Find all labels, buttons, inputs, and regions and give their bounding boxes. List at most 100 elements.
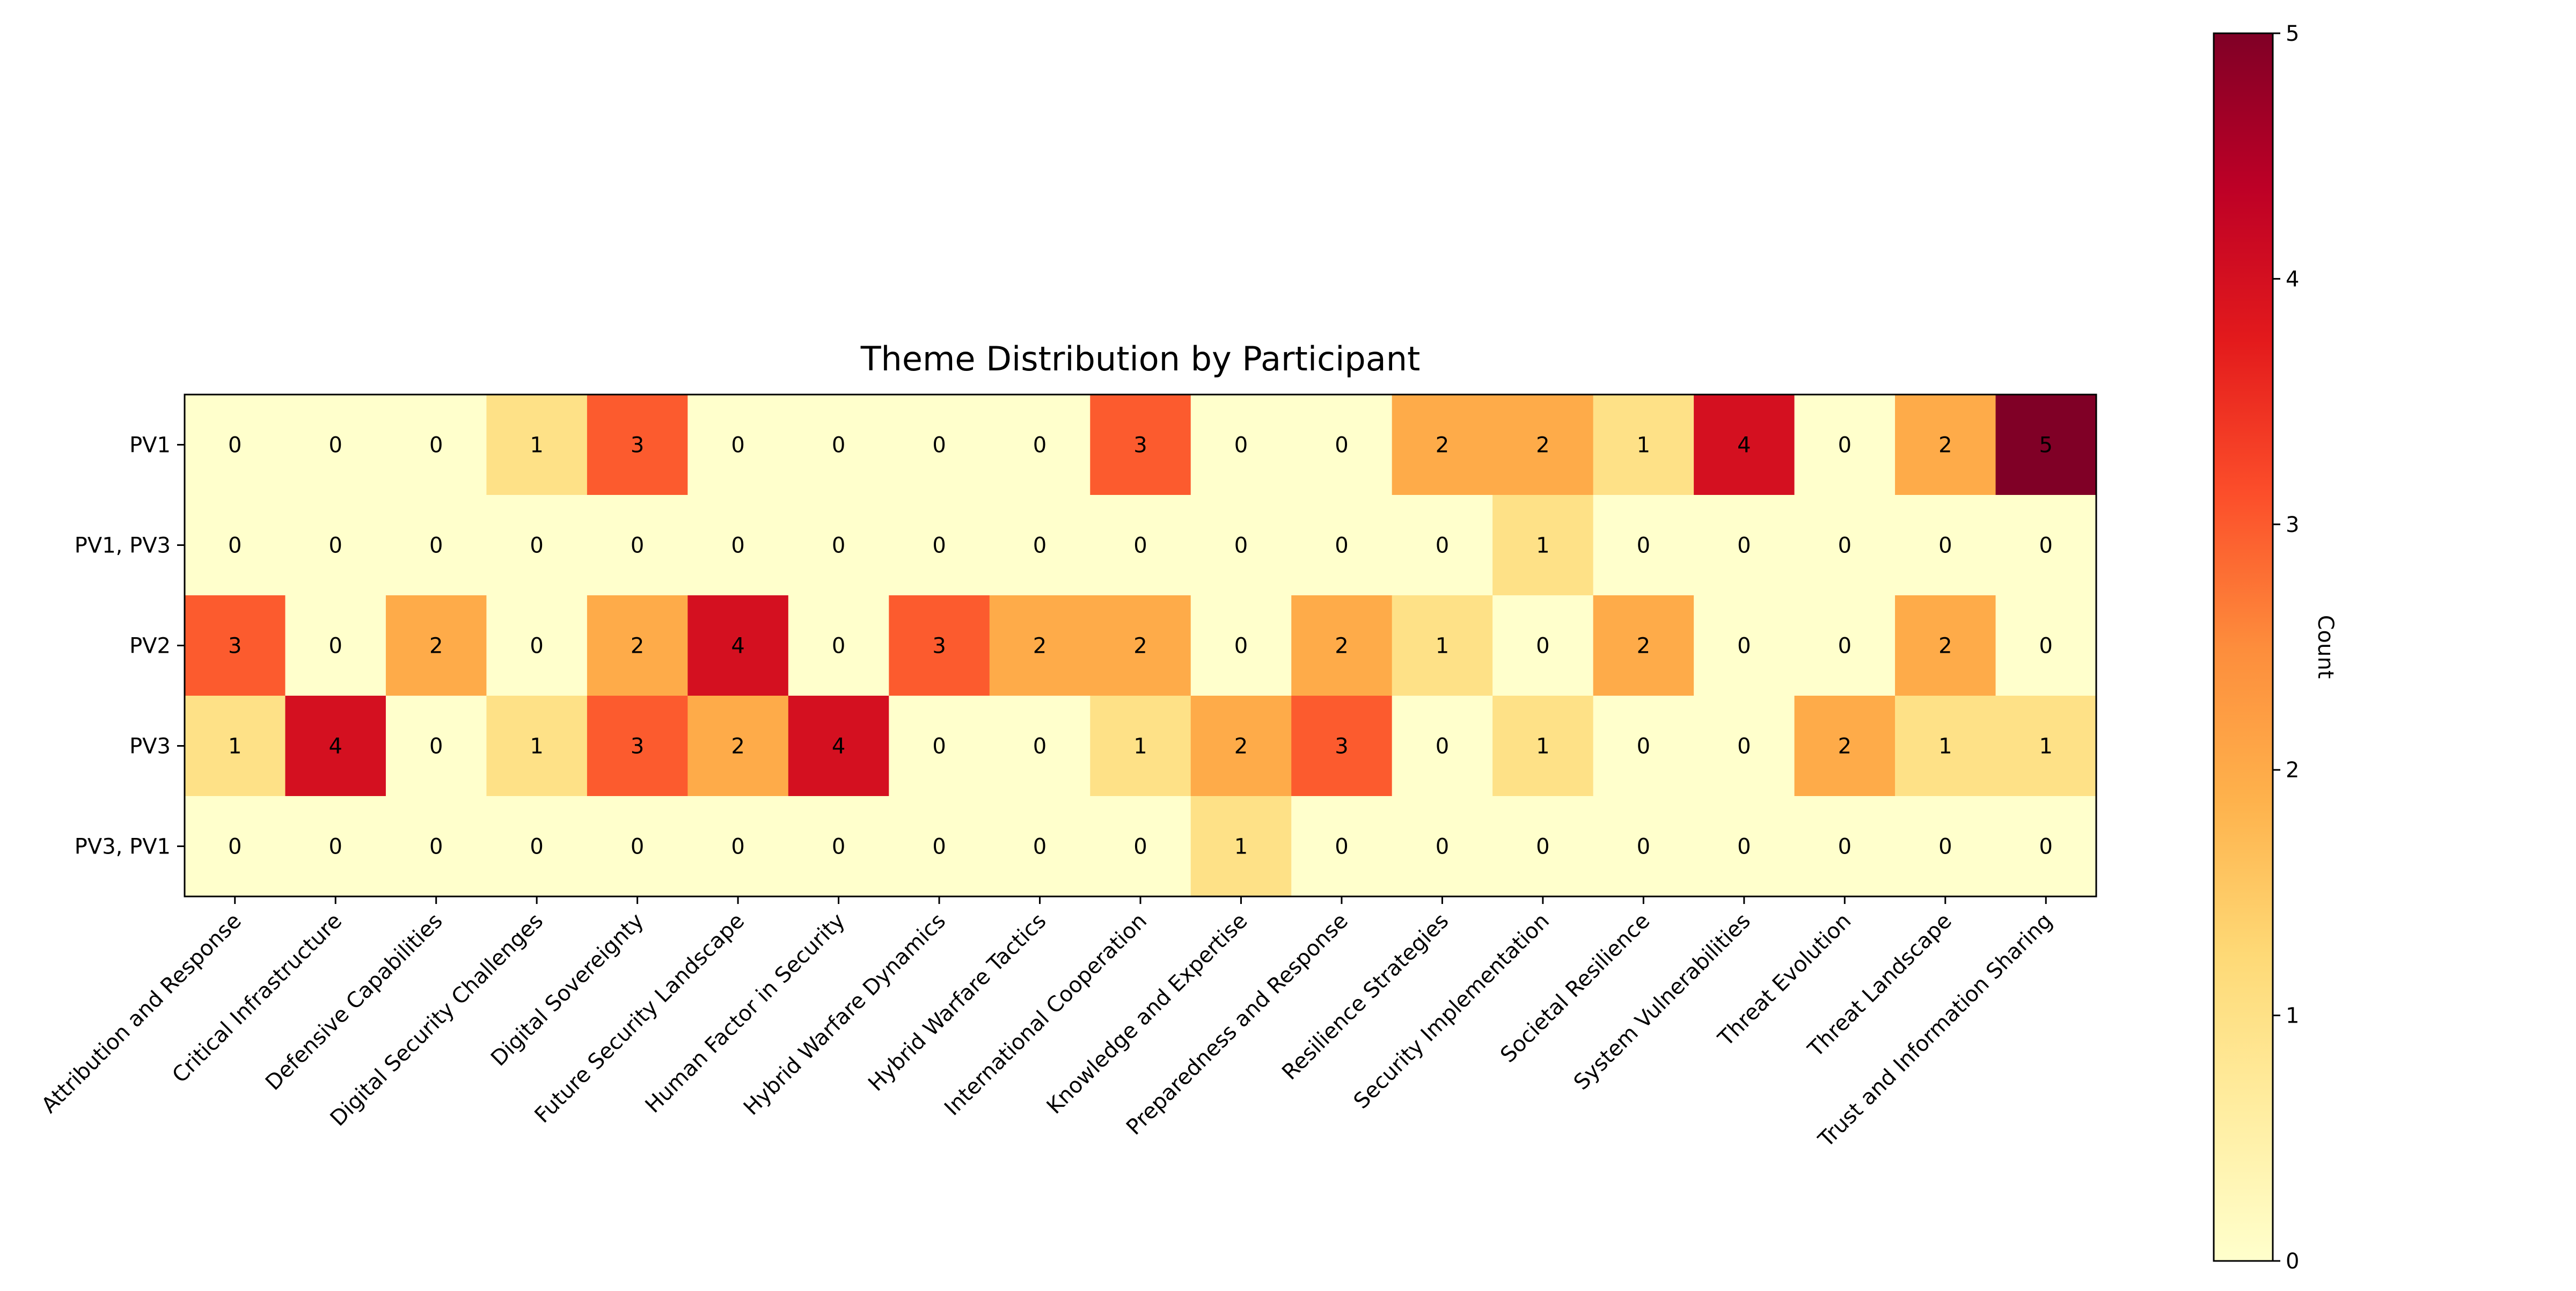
heatmap-cell — [185, 595, 286, 696]
heatmap-cell — [486, 796, 588, 897]
heatmap-cell — [1492, 395, 1594, 495]
heatmap-cell-labels: 0 0 0 1 3 0 0 0 0 3 0 0 2 2 1 4 0 2 5 0 0 0 0 0 0 0 0 0 0 0 0 0 1 0 0 0 0 0 3 0… — [228, 433, 2053, 859]
cell-value-label: 0 — [1133, 534, 1147, 558]
colorbar-ticks: 0 1 2 3 4 5 — [2273, 21, 2299, 1274]
x-tick-label: Defensive Capabilities — [261, 909, 448, 1096]
cell-value-label: 2 — [1436, 433, 1449, 458]
cell-value-label: 1 — [1133, 734, 1147, 759]
heatmap-cell — [788, 595, 889, 696]
x-tick-label: Hybrid Warfare Dynamics — [739, 909, 950, 1120]
heatmap-cell — [1090, 395, 1191, 495]
cell-value-label: 1 — [1536, 534, 1549, 558]
heatmap-cell — [1190, 395, 1292, 495]
heatmap-cell — [587, 395, 688, 495]
heatmap-cell — [788, 696, 889, 797]
heatmap-cell — [1895, 495, 1996, 596]
x-tick-label: Resilience Strategies — [1277, 909, 1453, 1085]
heatmap-cell — [1794, 696, 1896, 797]
cell-value-label: 2 — [631, 634, 644, 659]
heatmap-cell — [185, 395, 286, 495]
colorbar-tick-label: 2 — [2286, 758, 2299, 783]
heatmap-cell — [1593, 395, 1694, 495]
heatmap-cell — [687, 495, 789, 596]
heatmap-cell — [1593, 495, 1694, 596]
cell-value-label: 0 — [731, 534, 744, 558]
cell-value-label: 0 — [228, 433, 241, 458]
heatmap-cell — [889, 495, 990, 596]
cell-value-label: 2 — [1938, 433, 1952, 458]
cell-value-label: 1 — [1436, 634, 1449, 659]
cell-value-label: 2 — [429, 634, 443, 659]
cell-value-label: 2 — [731, 734, 744, 759]
heatmap-cell — [788, 796, 889, 897]
heatmap-cell — [1895, 796, 1996, 897]
cell-value-label: 3 — [1335, 734, 1348, 759]
cell-value-label: 0 — [1637, 534, 1650, 558]
cell-value-label: 1 — [1938, 734, 1952, 759]
cell-value-label: 0 — [228, 534, 241, 558]
colorbar-tick-label: 4 — [2286, 267, 2299, 291]
heatmap-cell — [1895, 395, 1996, 495]
heatmap-cell — [889, 395, 990, 495]
cell-value-label: 0 — [1737, 634, 1751, 659]
heatmap-cell — [285, 696, 386, 797]
y-tick-label: PV3, PV1 — [75, 835, 171, 859]
colorbar-tick-label: 5 — [2286, 21, 2299, 46]
heatmap-cells — [185, 395, 2097, 897]
cell-value-label: 0 — [2039, 634, 2053, 659]
heatmap-cell — [285, 796, 386, 897]
heatmap-cell — [687, 395, 789, 495]
cell-value-label: 0 — [932, 734, 946, 759]
heatmap-cell — [1794, 796, 1896, 897]
heatmap-cell — [1392, 395, 1493, 495]
heatmap-cell — [1392, 595, 1493, 696]
heatmap-cell — [185, 796, 286, 897]
cell-value-label: 0 — [1033, 835, 1046, 859]
cell-value-label: 0 — [1436, 534, 1449, 558]
x-tick-label: Human Factor in Security — [641, 909, 850, 1118]
x-tick-label: System Vulnerabilities — [1569, 909, 1755, 1095]
heatmap-cell — [385, 395, 487, 495]
cell-value-label: 0 — [731, 433, 744, 458]
cell-value-label: 0 — [1033, 734, 1046, 759]
y-tick-label: PV3 — [129, 734, 171, 759]
heatmap-cell — [1090, 696, 1191, 797]
cell-value-label: 2 — [1838, 734, 1851, 759]
x-tick-label: Digital Security Challenges — [326, 909, 548, 1132]
cell-value-label: 0 — [530, 634, 543, 659]
heatmap-cell — [1492, 595, 1594, 696]
cell-value-label: 0 — [530, 534, 543, 558]
cell-value-label: 1 — [228, 734, 241, 759]
x-tick-label: Hybrid Warfare Tactics — [863, 909, 1051, 1096]
cell-value-label: 1 — [530, 433, 543, 458]
heatmap-cell — [1694, 595, 1795, 696]
y-tick-label: PV2 — [129, 634, 171, 659]
heatmap-cell — [687, 696, 789, 797]
heatmap-cell — [1995, 495, 2097, 596]
heatmap-cell — [587, 495, 688, 596]
cell-value-label: 0 — [429, 734, 443, 759]
cell-value-label: 0 — [832, 634, 845, 659]
heatmap-cell — [889, 796, 990, 897]
heatmap-cell — [989, 395, 1091, 495]
heatmap-cell — [1291, 696, 1393, 797]
cell-value-label: 0 — [1938, 835, 1952, 859]
heatmap-cell — [788, 495, 889, 596]
cell-value-label: 2 — [1335, 634, 1348, 659]
heatmap-cell — [1190, 495, 1292, 596]
cell-value-label: 0 — [1838, 433, 1851, 458]
cell-value-label: 0 — [932, 534, 946, 558]
cell-value-label: 0 — [328, 634, 342, 659]
heatmap-cell — [587, 595, 688, 696]
cell-value-label: 3 — [631, 734, 644, 759]
x-tick-label: International Cooperation — [940, 909, 1152, 1121]
cell-value-label: 0 — [429, 534, 443, 558]
heatmap-cell — [1895, 696, 1996, 797]
heatmap-cell — [486, 696, 588, 797]
heatmap-cell — [1392, 796, 1493, 897]
cell-value-label: 1 — [1637, 433, 1650, 458]
heatmap-cell — [687, 595, 789, 696]
y-tick-label: PV1, PV3 — [75, 534, 171, 558]
